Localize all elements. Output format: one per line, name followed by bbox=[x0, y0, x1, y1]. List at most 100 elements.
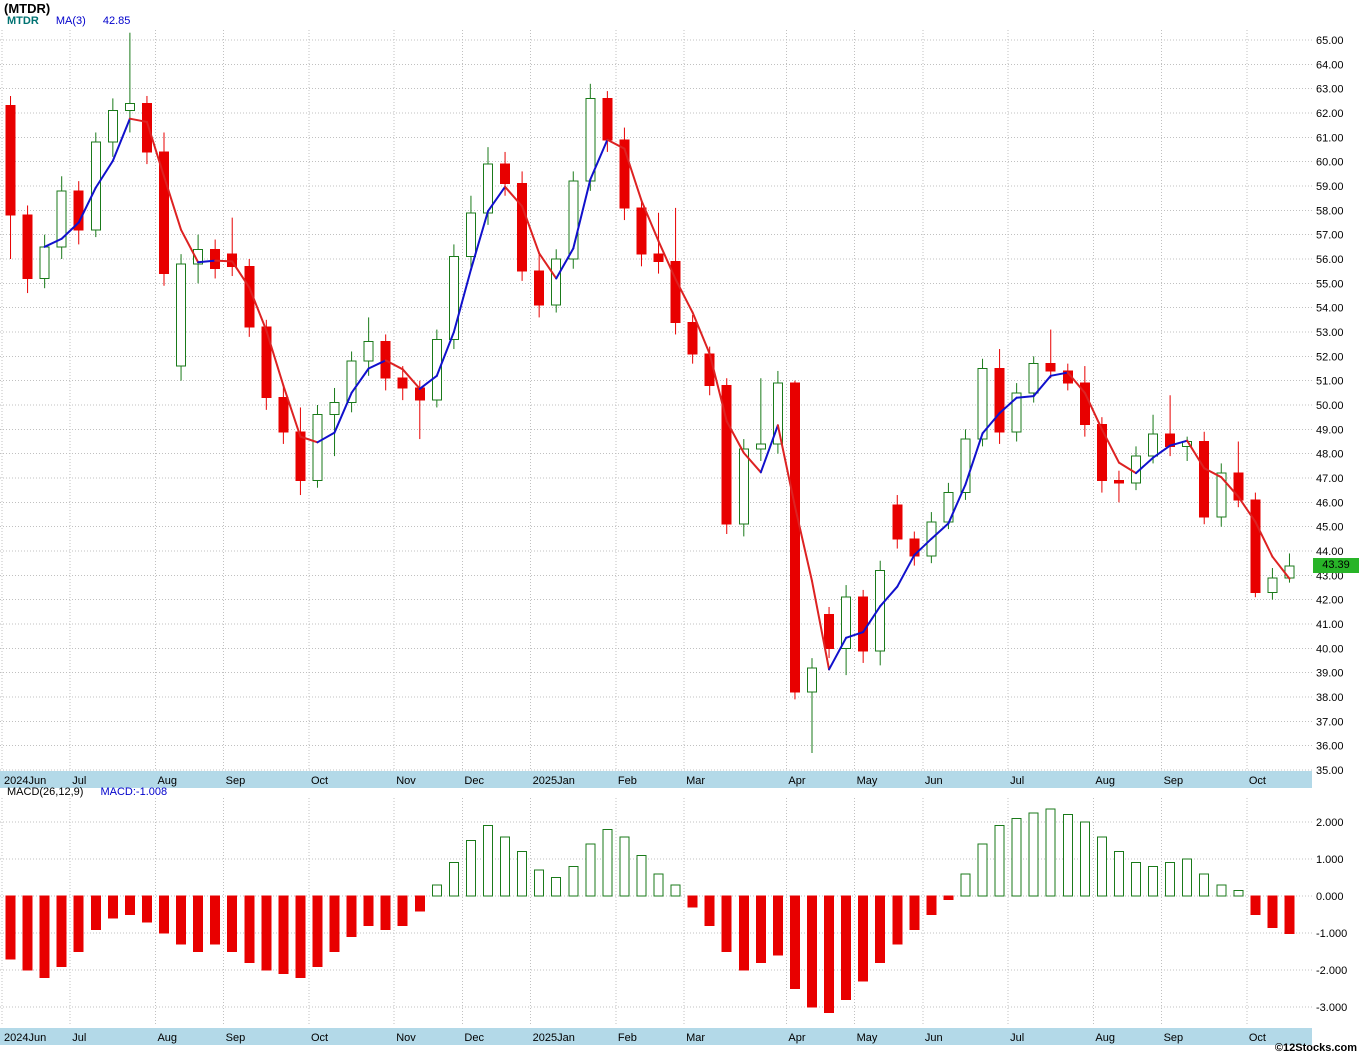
ma-line-segment bbox=[1237, 495, 1257, 523]
price-axis-label: 46.00 bbox=[1316, 497, 1344, 509]
macd-bar-positive bbox=[1165, 862, 1176, 897]
macd-bar-positive bbox=[1233, 889, 1244, 897]
macd-bar-negative bbox=[909, 895, 920, 930]
month-label: Oct bbox=[311, 1032, 328, 1044]
ma-line-segment bbox=[248, 286, 268, 332]
macd-bar-positive bbox=[602, 828, 613, 897]
macd-axis-label: -1.000 bbox=[1316, 928, 1347, 940]
month-label: Jul bbox=[72, 1032, 86, 1044]
macd-bar-negative bbox=[1284, 895, 1295, 934]
month-label: Sep bbox=[226, 775, 246, 787]
month-label: Aug bbox=[157, 775, 177, 787]
month-label: Aug bbox=[157, 1032, 177, 1044]
ma-label: MA(3) bbox=[55, 15, 86, 27]
candle-down bbox=[73, 190, 84, 231]
price-axis-label: 44.00 bbox=[1316, 546, 1344, 558]
month-label: Jul bbox=[1010, 1032, 1024, 1044]
ma-line-segment bbox=[452, 268, 472, 333]
price-axis-label: 42.00 bbox=[1316, 595, 1344, 607]
price-axis-label: 59.00 bbox=[1316, 181, 1344, 193]
ma-line-segment bbox=[316, 431, 336, 444]
price-axis-label: 63.00 bbox=[1316, 84, 1344, 96]
candle-down bbox=[653, 253, 664, 262]
macd-bar-negative bbox=[295, 895, 306, 978]
candle-up bbox=[346, 360, 357, 404]
macd-bar-positive bbox=[1182, 858, 1193, 897]
month-label: Oct bbox=[1249, 1032, 1266, 1044]
month-label: Apr bbox=[788, 775, 805, 787]
macd-bar-positive bbox=[977, 843, 988, 897]
candle-down bbox=[858, 596, 869, 652]
month-label: Feb bbox=[618, 1032, 637, 1044]
macd-bar-positive bbox=[1011, 817, 1022, 897]
macd-bar-negative bbox=[346, 895, 357, 938]
candle-down bbox=[22, 214, 33, 279]
price-legend: MTDR MA(3) 42.85 bbox=[7, 15, 144, 27]
macd-bar-negative bbox=[56, 895, 67, 967]
ma-line-segment bbox=[77, 186, 97, 224]
ma-line-segment bbox=[333, 391, 353, 434]
candle-down bbox=[1233, 472, 1244, 501]
macd-bar-negative bbox=[755, 895, 766, 964]
macd-bar-positive bbox=[994, 825, 1005, 897]
ma-line-segment bbox=[674, 278, 694, 314]
macd-bar-negative bbox=[858, 895, 869, 982]
month-label: Mar bbox=[686, 775, 705, 787]
candle-down bbox=[789, 382, 800, 693]
ma-line-segment bbox=[214, 259, 234, 263]
macd-bar-negative bbox=[124, 895, 135, 915]
copyright: ©12Stocks.com bbox=[1274, 1042, 1357, 1054]
month-label: 2025Jan bbox=[533, 1032, 575, 1044]
ma-line-segment bbox=[145, 120, 165, 178]
price-axis-label: 41.00 bbox=[1316, 619, 1344, 631]
candle-up bbox=[329, 402, 340, 416]
ma-line-segment bbox=[521, 205, 541, 255]
macd-bar-positive bbox=[431, 884, 442, 897]
candle-up bbox=[176, 263, 187, 367]
ma-line-segment bbox=[231, 260, 251, 289]
price-axis-label: 55.00 bbox=[1316, 278, 1344, 290]
ma-line-segment bbox=[1152, 444, 1172, 459]
candle-up bbox=[1011, 392, 1022, 433]
macd-bar-positive bbox=[1045, 808, 1056, 897]
macd-bar-negative bbox=[1267, 895, 1278, 928]
ma-line-segment bbox=[538, 252, 558, 280]
macd-bar-negative bbox=[312, 895, 323, 967]
candle-up bbox=[312, 414, 323, 481]
candle-up bbox=[755, 443, 766, 450]
candle-down bbox=[602, 97, 613, 141]
ma-line-segment bbox=[60, 221, 80, 240]
macd-bar-positive bbox=[960, 873, 971, 897]
macd-bar-negative bbox=[107, 895, 118, 919]
macd-bar-positive bbox=[636, 854, 647, 897]
candle-up bbox=[1148, 433, 1159, 457]
month-label: Oct bbox=[1249, 775, 1266, 787]
ma-line-segment bbox=[657, 240, 677, 281]
macd-bar-negative bbox=[824, 895, 835, 1014]
month-label: Nov bbox=[396, 775, 416, 787]
price-axis-label: 37.00 bbox=[1316, 716, 1344, 728]
macd-bar-negative bbox=[926, 895, 937, 915]
macd-bar-negative bbox=[278, 895, 289, 975]
price-axis-label: 49.00 bbox=[1316, 424, 1344, 436]
ma-line-segment bbox=[1169, 439, 1189, 447]
ma-line-segment bbox=[1066, 371, 1086, 394]
ma-line-segment bbox=[845, 631, 865, 639]
price-axis-label: 64.00 bbox=[1316, 59, 1344, 71]
ma-line-segment bbox=[487, 185, 507, 213]
price-axis-label: 58.00 bbox=[1316, 205, 1344, 217]
macd-legend: MACD(26,12,9) MACD:-1.008 bbox=[7, 786, 181, 798]
ma-line-segment bbox=[180, 228, 200, 264]
symbol-label: MTDR bbox=[7, 15, 39, 27]
macd-bar-positive bbox=[534, 869, 545, 897]
month-label: Aug bbox=[1095, 1032, 1115, 1044]
macd-bar-negative bbox=[73, 895, 84, 952]
ma-line-segment bbox=[94, 159, 114, 189]
candle-down bbox=[1199, 441, 1210, 518]
ma-line-segment bbox=[691, 311, 711, 355]
ma-line-segment bbox=[640, 199, 660, 243]
candle-down bbox=[295, 431, 306, 481]
candle-down bbox=[534, 270, 545, 306]
price-axis-label: 60.00 bbox=[1316, 157, 1344, 169]
